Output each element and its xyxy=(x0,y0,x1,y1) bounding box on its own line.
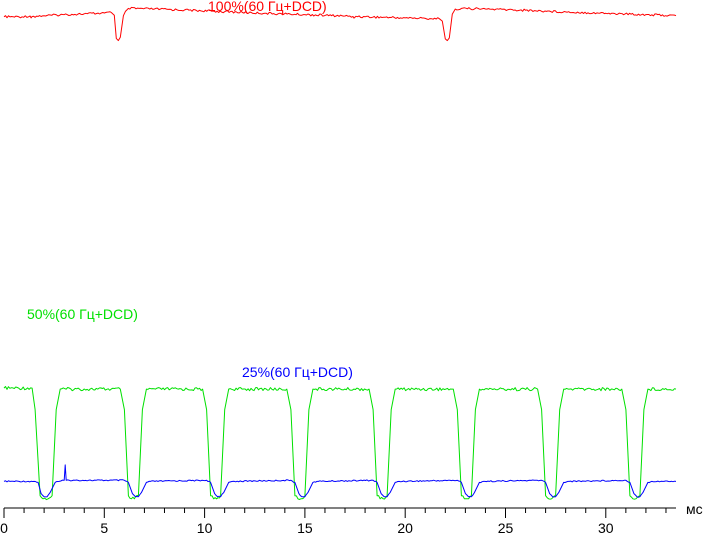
series-layer xyxy=(3,6,677,501)
x-axis-label: мс xyxy=(686,501,703,517)
x-tick-label: 0 xyxy=(0,520,8,535)
series-line-2 xyxy=(3,464,677,498)
x-ticks: 0 5 10 15 20 25 30 xyxy=(0,508,667,535)
x-tick-label: 30 xyxy=(598,520,614,535)
x-tick-label: 5 xyxy=(100,520,108,535)
series-line-1 xyxy=(3,386,677,501)
x-tick-label: 15 xyxy=(297,520,313,535)
series-line-0 xyxy=(3,6,677,42)
series-label-100: 100%(60 Гц+DCD) xyxy=(208,0,327,14)
x-tick-label: 25 xyxy=(498,520,514,535)
x-tick-label: 20 xyxy=(397,520,413,535)
x-tick-label: 10 xyxy=(197,520,213,535)
series-label-25: 25%(60 Гц+DCD) xyxy=(242,364,353,380)
series-label-50: 50%(60 Гц+DCD) xyxy=(27,306,138,322)
